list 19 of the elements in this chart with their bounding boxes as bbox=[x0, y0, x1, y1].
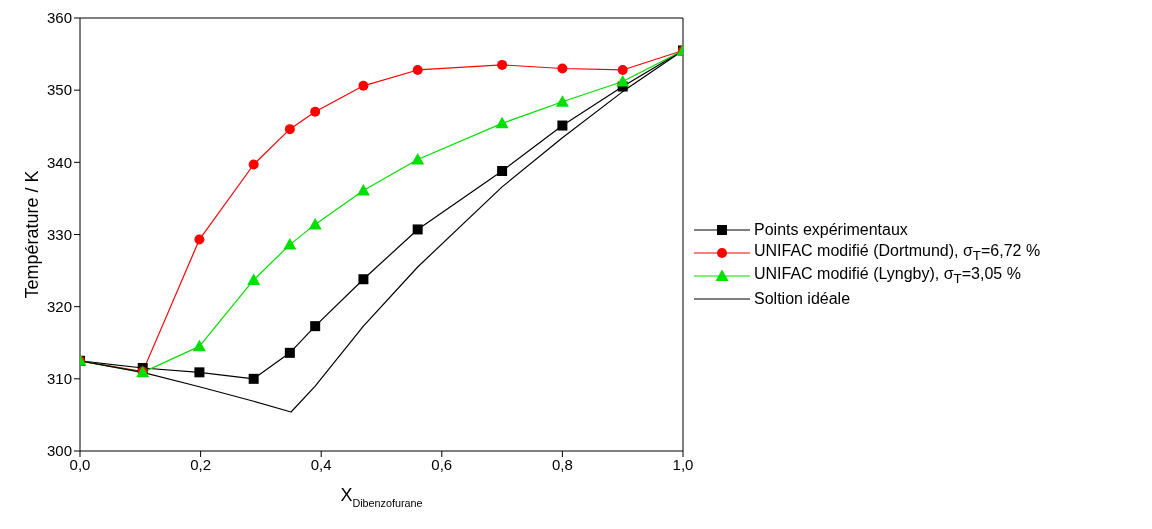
y-tick-label: 300 bbox=[46, 442, 72, 460]
y-tick-label: 310 bbox=[46, 370, 72, 388]
y-tick-label: 360 bbox=[46, 9, 72, 27]
x-tick-label: 0,0 bbox=[69, 455, 91, 473]
x-tick-label: 1,0 bbox=[672, 455, 694, 473]
legend-label: Soltion idéale bbox=[754, 290, 851, 308]
x-tick-label: 0,4 bbox=[310, 455, 332, 473]
legend-label: UNIFAC modifié (Dortmund), σ$_{T}$=6,72 % bbox=[754, 242, 1041, 264]
y-tick-label: 320 bbox=[46, 297, 72, 315]
y-axis-title: Température / K bbox=[22, 170, 42, 299]
x-axis-title: X$_{Dibenzofurane}$ bbox=[340, 485, 423, 509]
legend-label: Points expérimentaux bbox=[754, 221, 908, 239]
x-tick-label: 0,8 bbox=[551, 455, 573, 473]
y-tick-label: 330 bbox=[46, 225, 72, 243]
y-tick-label: 340 bbox=[46, 153, 72, 171]
y-tick-label: 350 bbox=[46, 81, 72, 99]
legend-label: UNIFAC modifié (Lyngby), σ$_{T}$=3,05 % bbox=[754, 265, 1021, 287]
x-tick-label: 0,2 bbox=[190, 455, 212, 473]
x-tick-label: 0,6 bbox=[431, 455, 453, 473]
